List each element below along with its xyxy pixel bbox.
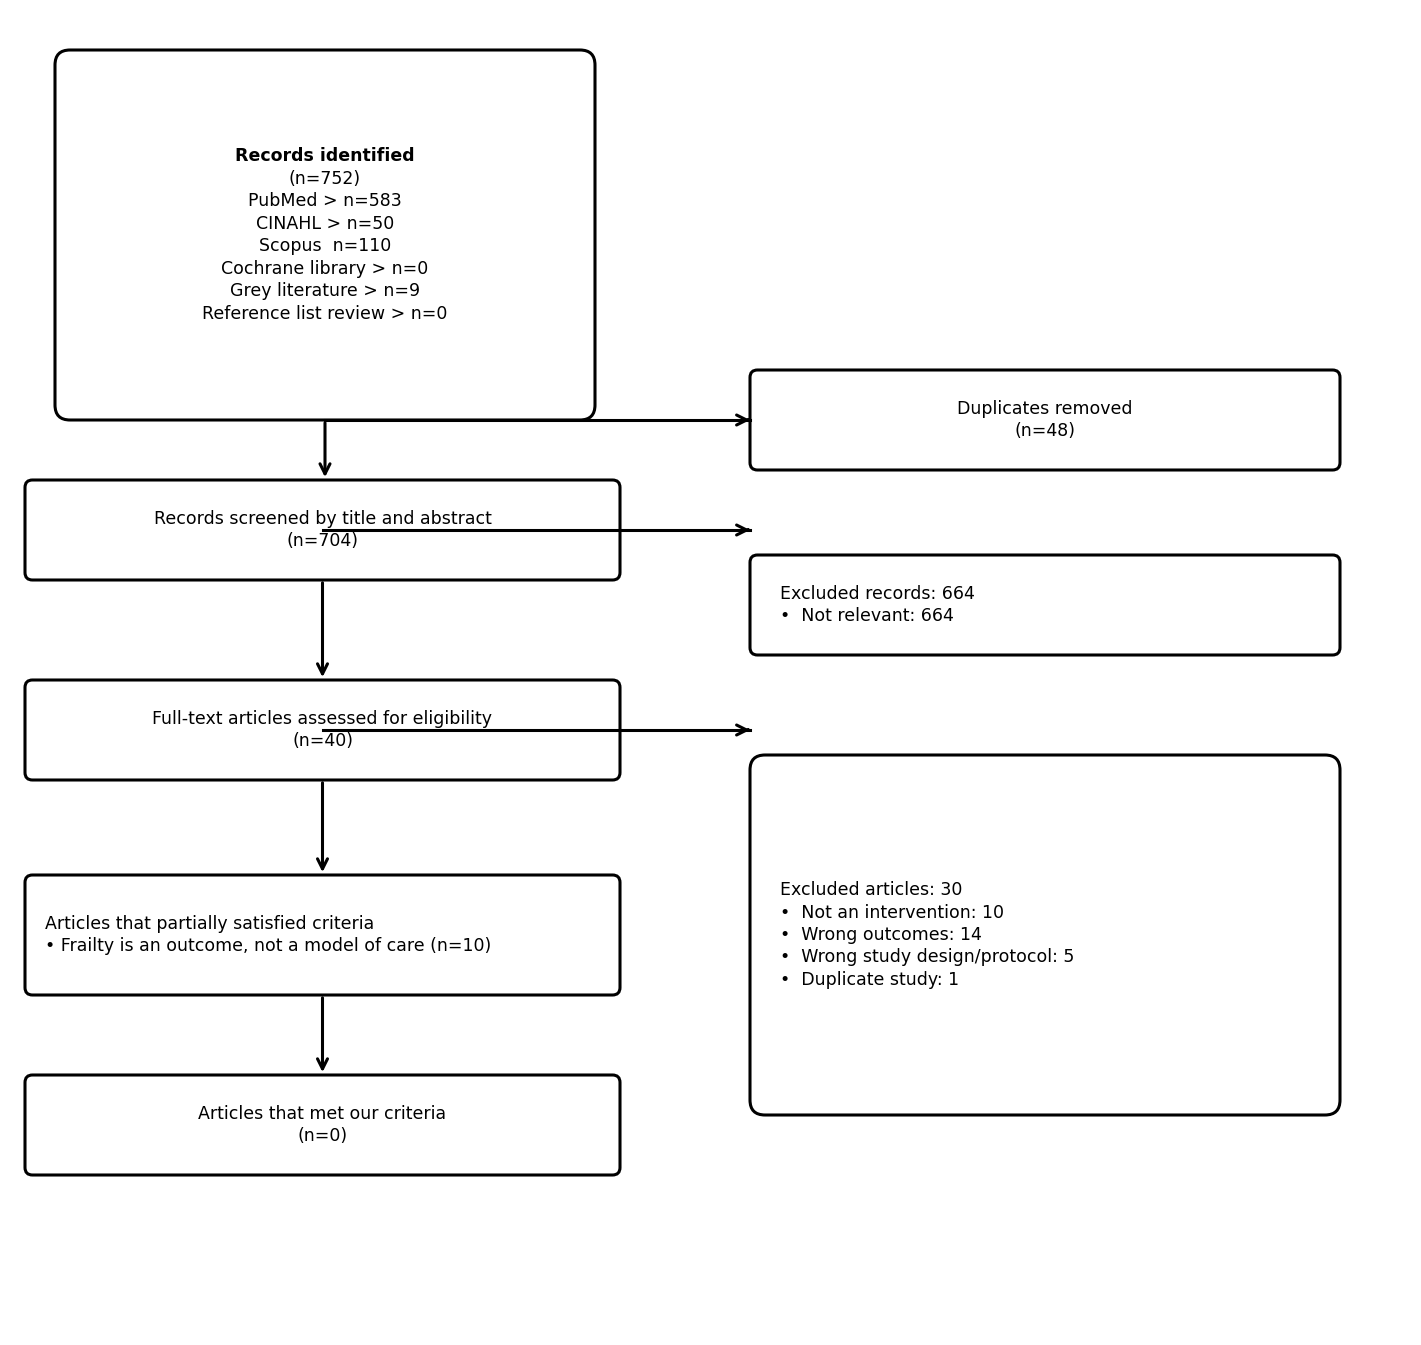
Text: •  Duplicate study: 1: • Duplicate study: 1 — [780, 971, 959, 989]
Text: Articles that partially satisfied criteria: Articles that partially satisfied criter… — [45, 915, 374, 932]
Text: Scopus  n=110: Scopus n=110 — [259, 237, 391, 256]
FancyBboxPatch shape — [55, 50, 595, 420]
FancyBboxPatch shape — [26, 1075, 620, 1176]
Text: Full-text articles assessed for eligibility: Full-text articles assessed for eligibil… — [152, 710, 493, 728]
Text: Duplicates removed: Duplicates removed — [958, 399, 1133, 418]
Text: •  Wrong outcomes: 14: • Wrong outcomes: 14 — [780, 925, 982, 944]
Text: Excluded records: 664: Excluded records: 664 — [780, 585, 975, 603]
Text: (n=0): (n=0) — [297, 1127, 348, 1145]
Text: Excluded articles: 30: Excluded articles: 30 — [780, 881, 962, 898]
FancyBboxPatch shape — [26, 681, 620, 780]
Text: Grey literature > n=9: Grey literature > n=9 — [230, 282, 421, 300]
Text: (n=752): (n=752) — [288, 169, 361, 188]
FancyBboxPatch shape — [750, 755, 1340, 1115]
Text: •  Not an intervention: 10: • Not an intervention: 10 — [780, 904, 1005, 921]
FancyBboxPatch shape — [26, 480, 620, 580]
Text: Articles that met our criteria: Articles that met our criteria — [199, 1104, 446, 1123]
Text: (n=48): (n=48) — [1015, 422, 1076, 440]
Text: (n=40): (n=40) — [291, 732, 352, 751]
Text: Records screened by title and abstract: Records screened by title and abstract — [153, 510, 492, 527]
Text: CINAHL > n=50: CINAHL > n=50 — [256, 215, 394, 233]
Text: PubMed > n=583: PubMed > n=583 — [249, 192, 402, 210]
Text: •  Not relevant: 664: • Not relevant: 664 — [780, 607, 953, 625]
Text: • Frailty is an outcome, not a model of care (n=10): • Frailty is an outcome, not a model of … — [45, 937, 492, 955]
Text: (n=704): (n=704) — [287, 533, 358, 550]
Text: Reference list review > n=0: Reference list review > n=0 — [202, 305, 448, 323]
FancyBboxPatch shape — [26, 876, 620, 995]
FancyBboxPatch shape — [750, 370, 1340, 469]
FancyBboxPatch shape — [750, 555, 1340, 655]
Text: •  Wrong study design/protocol: 5: • Wrong study design/protocol: 5 — [780, 948, 1074, 967]
Text: Cochrane library > n=0: Cochrane library > n=0 — [222, 260, 429, 278]
Text: Records identified: Records identified — [236, 147, 415, 165]
